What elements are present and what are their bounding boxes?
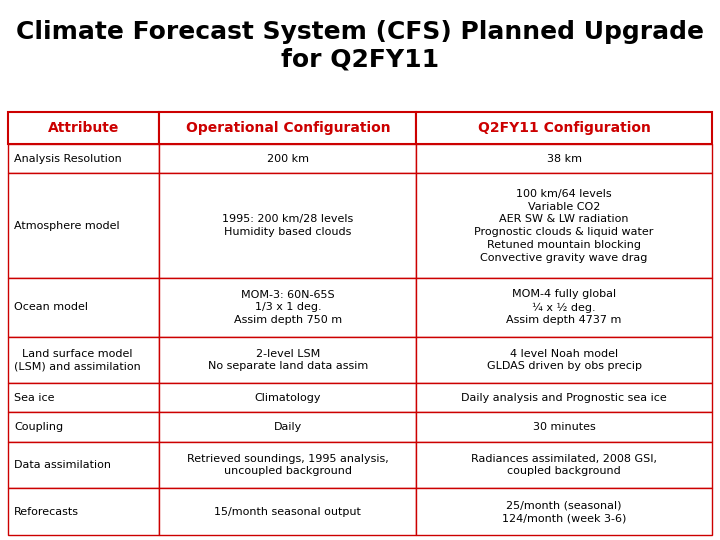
Bar — [416, 278, 712, 336]
Bar — [416, 442, 712, 488]
Text: 200 km: 200 km — [267, 153, 309, 164]
Text: 15/month seasonal output: 15/month seasonal output — [215, 507, 361, 517]
Bar — [416, 383, 712, 413]
Bar — [8, 144, 159, 173]
Text: Coupling: Coupling — [14, 422, 63, 432]
Bar — [159, 336, 416, 383]
Bar — [8, 336, 159, 383]
Bar — [8, 488, 159, 535]
Bar — [159, 278, 416, 336]
Bar — [8, 173, 159, 278]
Bar — [416, 112, 712, 144]
Bar — [159, 383, 416, 413]
Text: Data assimilation: Data assimilation — [14, 460, 111, 470]
Text: MOM-4 fully global
¼ x ½ deg.
Assim depth 4737 m: MOM-4 fully global ¼ x ½ deg. Assim dept… — [506, 289, 622, 326]
Text: 4 level Noah model
GLDAS driven by obs precip: 4 level Noah model GLDAS driven by obs p… — [487, 348, 642, 372]
Bar — [159, 488, 416, 535]
Text: 2-level LSM
No separate land data assim: 2-level LSM No separate land data assim — [207, 348, 368, 372]
Text: 30 minutes: 30 minutes — [533, 422, 595, 432]
Text: 38 km: 38 km — [546, 153, 582, 164]
Bar — [416, 488, 712, 535]
Text: MOM-3: 60N-65S
1/3 x 1 deg.
Assim depth 750 m: MOM-3: 60N-65S 1/3 x 1 deg. Assim depth … — [234, 289, 342, 325]
Bar — [8, 112, 159, 144]
Text: Daily analysis and Prognostic sea ice: Daily analysis and Prognostic sea ice — [462, 393, 667, 403]
Bar — [159, 442, 416, 488]
Text: Q2FY11 Configuration: Q2FY11 Configuration — [478, 121, 651, 135]
Text: Reforecasts: Reforecasts — [14, 507, 79, 517]
Text: Analysis Resolution: Analysis Resolution — [14, 153, 122, 164]
Bar — [159, 112, 416, 144]
Bar — [8, 278, 159, 336]
Bar — [159, 144, 416, 173]
Text: Retrieved soundings, 1995 analysis,
uncoupled background: Retrieved soundings, 1995 analysis, unco… — [187, 454, 389, 476]
Bar — [416, 144, 712, 173]
Text: Sea ice: Sea ice — [14, 393, 55, 403]
Text: 25/month (seasonal)
124/month (week 3-6): 25/month (seasonal) 124/month (week 3-6) — [502, 500, 626, 523]
Text: Attribute: Attribute — [48, 121, 120, 135]
Bar — [8, 413, 159, 442]
Text: Radiances assimilated, 2008 GSI,
coupled background: Radiances assimilated, 2008 GSI, coupled… — [471, 454, 657, 476]
Text: 1995: 200 km/28 levels
Humidity based clouds: 1995: 200 km/28 levels Humidity based cl… — [222, 214, 354, 237]
Bar — [8, 383, 159, 413]
Bar — [416, 173, 712, 278]
Bar — [416, 336, 712, 383]
Bar — [159, 173, 416, 278]
Text: Daily: Daily — [274, 422, 302, 432]
Bar — [8, 442, 159, 488]
Text: Ocean model: Ocean model — [14, 302, 88, 313]
Text: Operational Configuration: Operational Configuration — [186, 121, 390, 135]
Bar — [416, 413, 712, 442]
Bar — [159, 413, 416, 442]
Text: Climatology: Climatology — [255, 393, 321, 403]
Text: 100 km/64 levels
Variable CO2
AER SW & LW radiation
Prognostic clouds & liquid w: 100 km/64 levels Variable CO2 AER SW & L… — [474, 188, 654, 262]
Text: Climate Forecast System (CFS) Planned Upgrade
for Q2FY11: Climate Forecast System (CFS) Planned Up… — [16, 20, 704, 72]
Text: Atmosphere model: Atmosphere model — [14, 221, 120, 231]
Text: Land surface model
(LSM) and assimilation: Land surface model (LSM) and assimilatio… — [14, 348, 140, 372]
